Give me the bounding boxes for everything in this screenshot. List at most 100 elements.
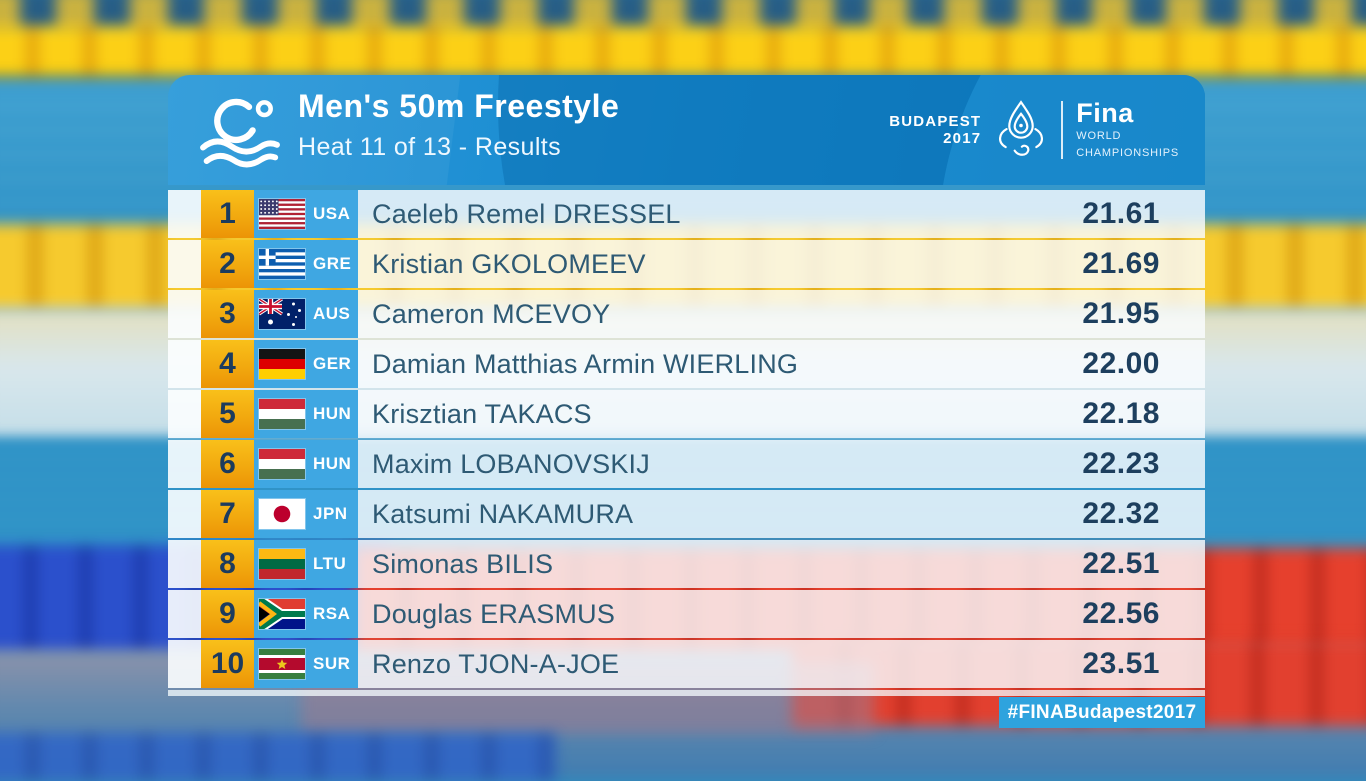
- country-cell: GRE: [254, 240, 358, 288]
- swimmer-name: Damian Matthias Armin WIERLING: [372, 348, 799, 379]
- hashtag-badge: #FINABudapest2017: [999, 697, 1205, 728]
- result-row: 9 RSA Douglas ERASMUS 22.56: [168, 590, 1205, 638]
- row-main: Krisztian TAKACS 22.18: [358, 390, 1205, 438]
- country-code: GER: [313, 354, 352, 373]
- row-main: Cameron MCEVOY 21.95: [358, 290, 1205, 338]
- swimmer-icon: [200, 98, 280, 168]
- result-time: 22.56: [1082, 597, 1160, 630]
- rank-number: 1: [219, 197, 236, 230]
- swimmer-name: Renzo TJON-A-JOE: [372, 648, 620, 679]
- row-main: Katsumi NAKAMURA 22.32: [358, 490, 1205, 538]
- row-left-strip: [168, 390, 201, 438]
- row-left-strip: [168, 490, 201, 538]
- rank-cell: 6: [201, 440, 254, 488]
- country-cell: JPN: [254, 490, 358, 538]
- hashtag-text: #FINABudapest2017: [1007, 701, 1197, 723]
- result-time: 21.95: [1082, 297, 1160, 330]
- result-time: 21.69: [1082, 247, 1160, 280]
- result-row: 6 HUN Maxim LOBANOVSKIJ 22.23: [168, 440, 1205, 488]
- row-left-strip: [168, 590, 201, 638]
- row-left-strip: [168, 290, 201, 338]
- results-panel: Men's 50m Freestyle Heat 11 of 13 - Resu…: [168, 75, 1205, 696]
- row-left-strip: [168, 240, 201, 288]
- result-time: 22.18: [1082, 397, 1160, 430]
- header-titles: Men's 50m Freestyle Heat 11 of 13 - Resu…: [298, 88, 619, 162]
- logo-divider: [1061, 101, 1064, 159]
- country-cell: LTU: [254, 540, 358, 588]
- swimmer-name: Douglas ERASMUS: [372, 598, 616, 629]
- rank-cell: 2: [201, 240, 254, 288]
- swimmer-name: Maxim LOBANOVSKIJ: [372, 448, 650, 479]
- country-cell: HUN: [254, 440, 358, 488]
- row-left-strip: [168, 440, 201, 488]
- country-flag-icon: [259, 399, 305, 429]
- row-main: Simonas BILIS 22.51: [358, 540, 1205, 588]
- rank-number: 8: [219, 547, 236, 580]
- country-cell: RSA: [254, 590, 358, 638]
- rank-number: 7: [219, 497, 236, 530]
- row-main: Renzo TJON-A-JOE 23.51: [358, 640, 1205, 688]
- swimmer-name: Katsumi NAKAMURA: [372, 498, 634, 529]
- rank-number: 5: [219, 397, 236, 430]
- country-flag-icon: [259, 199, 305, 229]
- country-code: LTU: [313, 554, 347, 573]
- rank-cell: 10: [201, 640, 254, 688]
- fina-world: WORLD: [1076, 129, 1122, 142]
- result-time: 21.61: [1082, 197, 1160, 230]
- result-row: 3 AUS Cameron MCEVOY 21.95: [168, 290, 1205, 338]
- rank-cell: 7: [201, 490, 254, 538]
- championship-logos: BUDAPEST 2017 Fina WORLD CHAMPIONSHIPS: [889, 75, 1179, 185]
- rank-number: 4: [219, 347, 236, 380]
- swimmer-name: Kristian GKOLOMEEV: [372, 248, 646, 279]
- country-cell: USA: [254, 190, 358, 238]
- country-cell: HUN: [254, 390, 358, 438]
- result-time: 22.51: [1082, 547, 1160, 580]
- rank-number: 2: [219, 247, 236, 280]
- row-left-strip: [168, 540, 201, 588]
- rank-cell: 5: [201, 390, 254, 438]
- rank-cell: 8: [201, 540, 254, 588]
- country-cell: AUS: [254, 290, 358, 338]
- country-code: HUN: [313, 404, 352, 423]
- rank-number: 10: [210, 647, 245, 680]
- rank-number: 9: [219, 597, 236, 630]
- country-flag-icon: [259, 649, 305, 679]
- fina-logo: Fina WORLD CHAMPIONSHIPS: [1076, 97, 1179, 161]
- result-row: 2 GRE Kristian GKOLOMEEV 21.69: [168, 240, 1205, 288]
- panel-header: Men's 50m Freestyle Heat 11 of 13 - Resu…: [168, 75, 1205, 185]
- swimmer-name: Caeleb Remel DRESSEL: [372, 198, 681, 229]
- lane-rope-yellow-top: [0, 26, 1366, 80]
- country-flag-icon: [259, 349, 305, 379]
- country-code: HUN: [313, 454, 352, 473]
- result-row: 10 SUR Renzo TJON-A-JOE 23.51: [168, 640, 1205, 688]
- header-deco-circle: [938, 75, 1205, 185]
- row-left-strip: [168, 190, 201, 238]
- swimmer-name: Simonas BILIS: [372, 548, 554, 579]
- country-code: GRE: [313, 254, 352, 273]
- result-time: 22.00: [1082, 347, 1160, 380]
- budapest-year: 2017: [943, 130, 982, 147]
- rank-cell: 1: [201, 190, 254, 238]
- rank-cell: 3: [201, 290, 254, 338]
- country-code: JPN: [313, 504, 348, 523]
- result-row: 8 LTU Simonas BILIS 22.51: [168, 540, 1205, 588]
- country-code: SUR: [313, 654, 351, 673]
- row-left-strip: [168, 340, 201, 388]
- panel-bottom-strip: [168, 690, 1205, 696]
- row-left-strip: [168, 640, 201, 688]
- row-main: Maxim LOBANOVSKIJ 22.23: [358, 440, 1205, 488]
- row-main: Douglas ERASMUS 22.56: [358, 590, 1205, 638]
- results-table: 1 USA Caeleb Remel DRESSEL 21.61 2 GRE K…: [168, 190, 1205, 688]
- fina-wordmark: Fina: [1076, 97, 1134, 128]
- country-code: RSA: [313, 604, 351, 623]
- result-row: 5 HUN Krisztian TAKACS 22.18: [168, 390, 1205, 438]
- rank-number: 3: [219, 297, 236, 330]
- country-code: USA: [313, 204, 351, 223]
- country-flag-icon: [259, 599, 305, 629]
- country-flag-icon: [259, 299, 305, 329]
- rank-number: 6: [219, 447, 236, 480]
- country-code: AUS: [313, 304, 351, 323]
- budapest-2017-logo: [999, 100, 1044, 156]
- country-cell: SUR: [254, 640, 358, 688]
- country-flag-icon: [259, 549, 305, 579]
